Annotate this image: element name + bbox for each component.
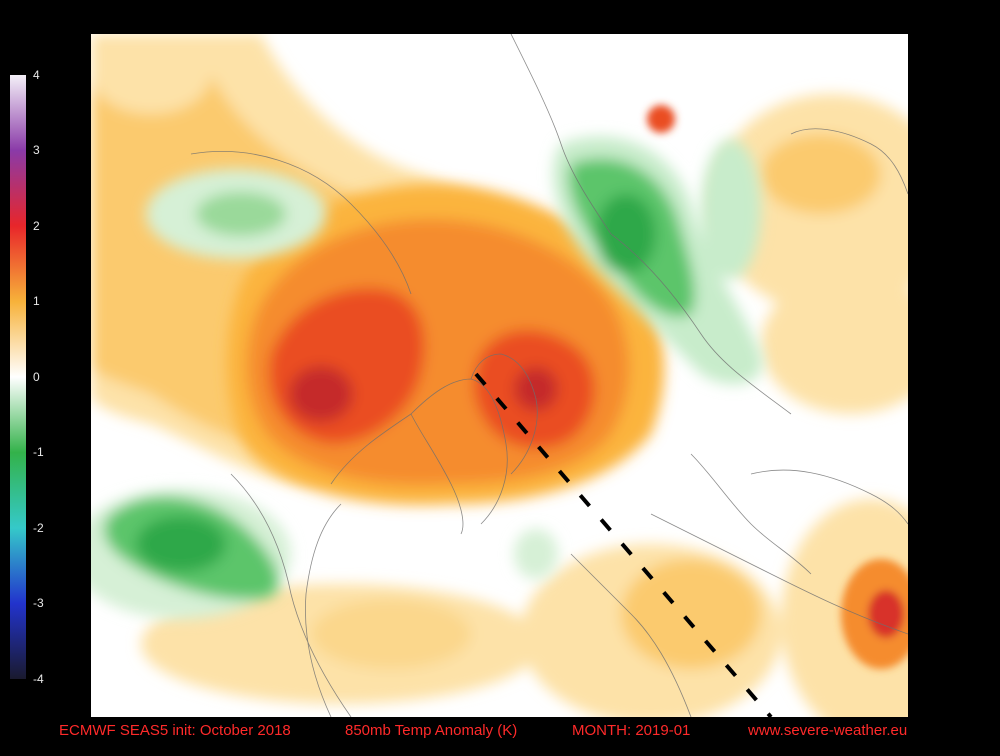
caption-model: ECMWF SEAS5 init: October 2018: [59, 722, 291, 739]
coastlines: [190, 34, 908, 717]
colorbar-tick: -4: [33, 672, 44, 686]
colorbar: [10, 75, 26, 679]
anomaly-map: [91, 34, 908, 717]
colorbar-tick: 3: [33, 143, 40, 157]
colorbar-tick: 0: [33, 370, 40, 384]
dashed-meridian-line: [474, 372, 773, 717]
colorbar-tick: -1: [33, 445, 44, 459]
colorbar-gradient: [10, 75, 26, 679]
cool-anomaly-regions: [91, 136, 763, 619]
colorbar-tick: 2: [33, 219, 40, 233]
warm-anomaly-regions: [91, 34, 908, 717]
anomaly-map-graphic: [91, 34, 908, 717]
colorbar-tick: 1: [33, 294, 40, 308]
colorbar-tick: -2: [33, 521, 44, 535]
colorbar-tick: -3: [33, 596, 44, 610]
caption-month: MONTH: 2019-01: [572, 722, 691, 739]
caption-bar: ECMWF SEAS5 init: October 2018 850mb Tem…: [0, 722, 1000, 746]
colorbar-tick: 4: [33, 68, 40, 82]
caption-field: 850mb Temp Anomaly (K): [345, 722, 518, 739]
caption-site: www.severe-weather.eu: [748, 722, 908, 739]
